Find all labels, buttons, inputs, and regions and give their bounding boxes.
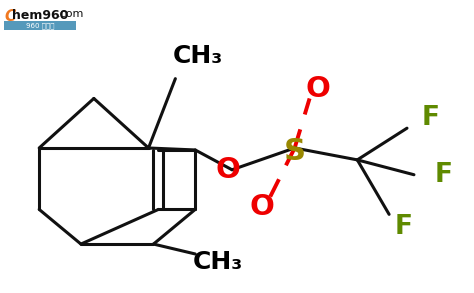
Text: CH₃: CH₃ [173,44,223,68]
FancyBboxPatch shape [4,21,76,30]
Text: F: F [395,214,413,240]
Text: O: O [305,74,330,103]
Text: .com: .com [57,9,84,19]
Text: F: F [435,162,453,188]
Text: C: C [4,9,16,24]
Text: CH₃: CH₃ [193,250,243,274]
Text: 960 化工网: 960 化工网 [26,22,55,29]
Text: F: F [422,105,440,131]
Text: S: S [283,137,306,166]
Text: O: O [249,193,274,222]
Text: hem960: hem960 [12,9,69,22]
Text: O: O [216,156,240,184]
